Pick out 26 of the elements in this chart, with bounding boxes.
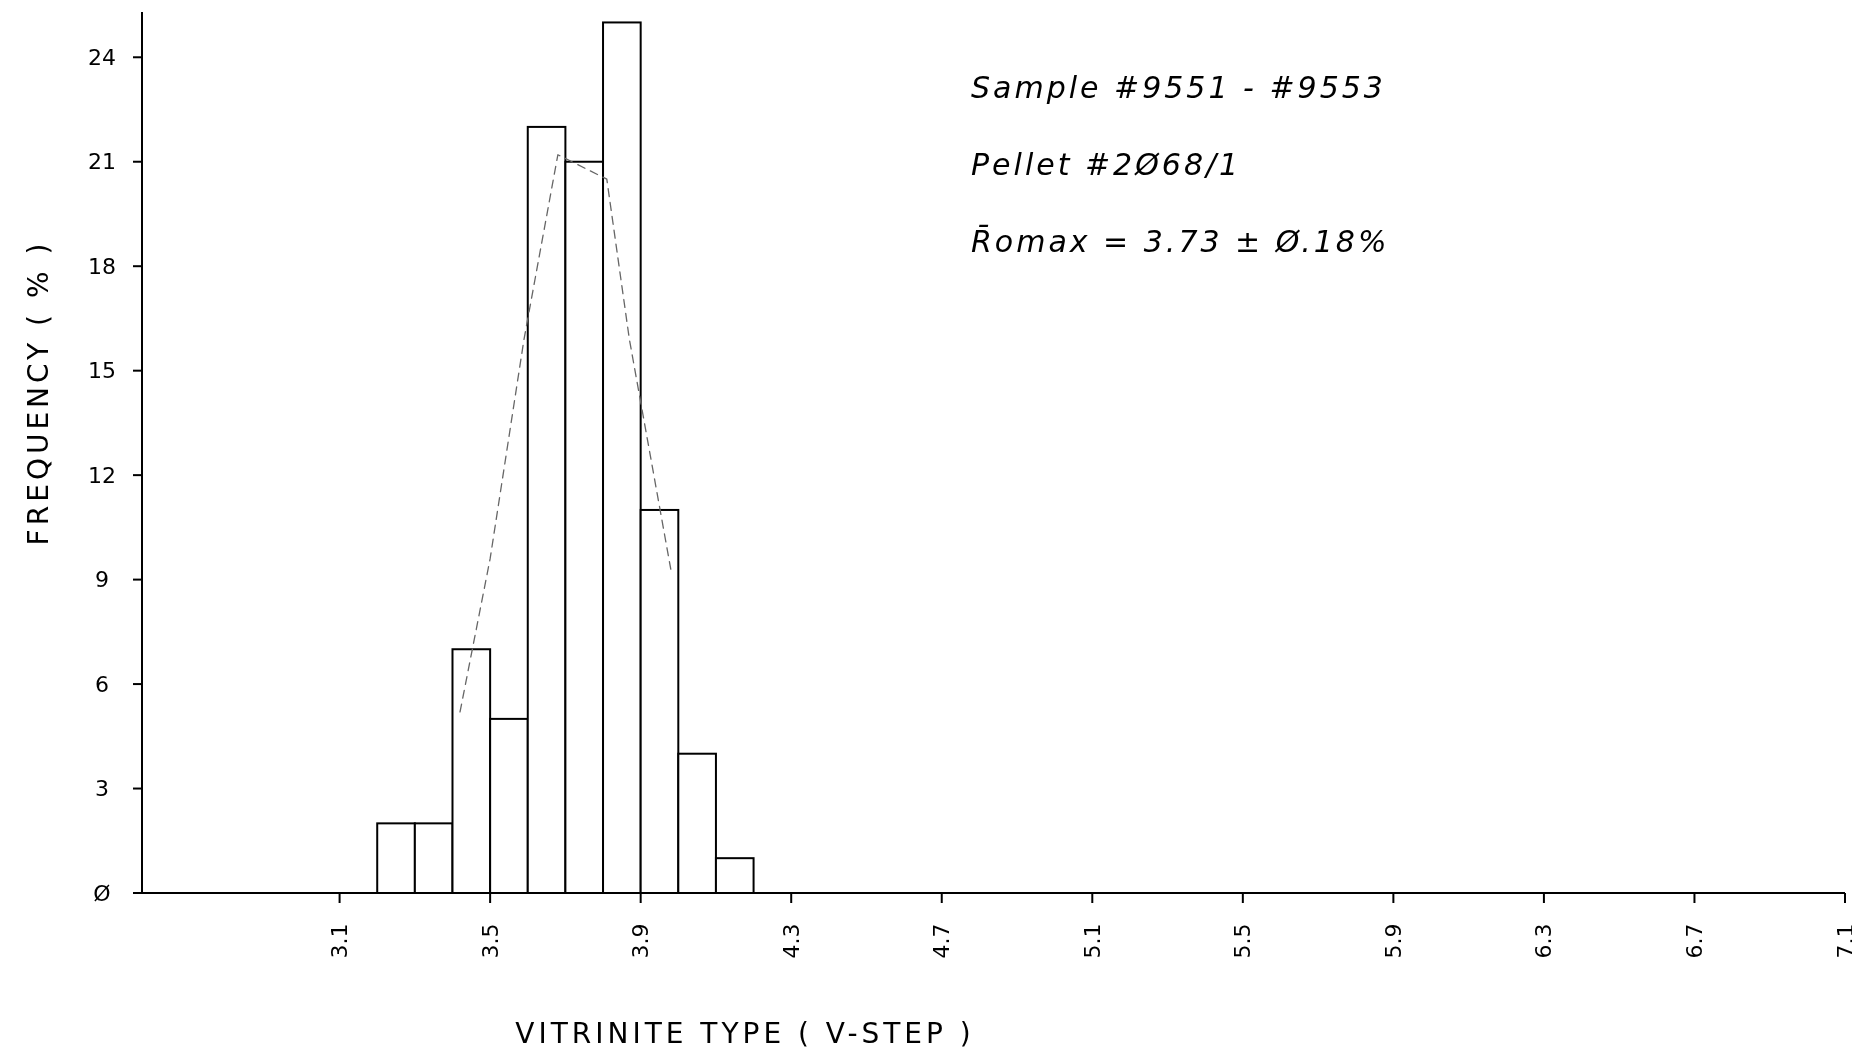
y-tick-label: 3	[95, 776, 109, 802]
y-tick-label: 24	[88, 44, 116, 70]
y-tick-label: 18	[88, 253, 116, 279]
y-tick-label: 12	[88, 462, 116, 488]
annotation: R̄omax = 3.73 ± Ø.18%	[971, 223, 1390, 259]
x-tick-label: 5.5	[1230, 923, 1256, 959]
x-tick-label: 4.3	[778, 923, 804, 959]
annotation: Pellet #2Ø68/1	[971, 147, 1242, 182]
y-tick-label: 6	[95, 671, 109, 697]
x-tick-label: 4.7	[929, 923, 955, 959]
y-tick-label: 21	[88, 149, 116, 175]
x-tick-label: 7.1	[1832, 923, 1858, 959]
y-axis-title: FREQUENCY ( % )	[21, 239, 55, 546]
y-tick-label: 15	[88, 358, 116, 384]
y-tick-label: 9	[95, 567, 109, 593]
x-tick-label: 5.9	[1380, 923, 1406, 959]
annotation: Sample #9551 - #9553	[971, 70, 1386, 105]
x-tick-label: 5.1	[1079, 923, 1105, 959]
x-tick-label: 6.3	[1531, 923, 1557, 959]
x-tick-label: 3.9	[628, 923, 654, 959]
x-tick-label: 6.7	[1681, 923, 1707, 959]
y-tick-label: Ø	[93, 880, 111, 906]
x-tick-label: 3.5	[477, 923, 503, 959]
line-series	[459, 154, 672, 713]
x-tick-label: 3.1	[327, 923, 353, 959]
x-axis-title: VITRINITE TYPE ( V-STEP )	[515, 1017, 975, 1050]
